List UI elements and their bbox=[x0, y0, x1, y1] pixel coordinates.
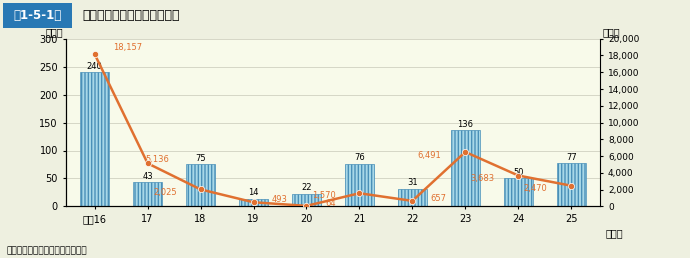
Text: 5,136: 5,136 bbox=[145, 156, 169, 165]
Text: 76: 76 bbox=[354, 153, 365, 162]
Text: 31: 31 bbox=[407, 178, 417, 187]
Text: 64: 64 bbox=[325, 199, 335, 208]
Text: （備考）「災害年報」により作成: （備考）「災害年報」により作成 bbox=[7, 246, 88, 255]
Bar bbox=[80, 72, 109, 206]
Text: 6,491: 6,491 bbox=[417, 151, 442, 160]
Text: 77: 77 bbox=[566, 153, 577, 162]
Text: 240: 240 bbox=[87, 62, 103, 70]
Bar bbox=[345, 164, 374, 206]
Bar bbox=[186, 165, 215, 206]
Bar bbox=[133, 182, 162, 206]
Text: 43: 43 bbox=[142, 172, 153, 181]
Text: 50: 50 bbox=[513, 168, 524, 177]
Bar bbox=[451, 130, 480, 206]
Text: 1,570: 1,570 bbox=[312, 191, 335, 200]
Text: 2,025: 2,025 bbox=[153, 188, 177, 197]
Text: 136: 136 bbox=[457, 120, 473, 129]
Text: 75: 75 bbox=[195, 154, 206, 163]
Text: 493: 493 bbox=[272, 195, 288, 204]
Text: 2,470: 2,470 bbox=[524, 184, 547, 193]
Text: 18,157: 18,157 bbox=[113, 43, 142, 52]
Text: （年）: （年） bbox=[606, 228, 623, 238]
Text: （棟）: （棟） bbox=[603, 27, 620, 37]
Text: 657: 657 bbox=[431, 194, 447, 203]
Bar bbox=[292, 194, 321, 206]
Text: 22: 22 bbox=[302, 183, 312, 192]
Text: 14: 14 bbox=[248, 188, 259, 197]
Text: （人）: （人） bbox=[46, 27, 63, 37]
Bar bbox=[239, 199, 268, 206]
Bar bbox=[3, 3, 72, 28]
Bar bbox=[504, 179, 533, 206]
Bar bbox=[397, 189, 427, 206]
Text: ㅔ1-5-1図: ㅔ1-5-1図 bbox=[14, 9, 62, 22]
Bar bbox=[557, 163, 586, 206]
Text: 風水害による被害状況の推移: 風水害による被害状況の推移 bbox=[83, 9, 180, 22]
Text: 3,683: 3,683 bbox=[471, 174, 495, 182]
